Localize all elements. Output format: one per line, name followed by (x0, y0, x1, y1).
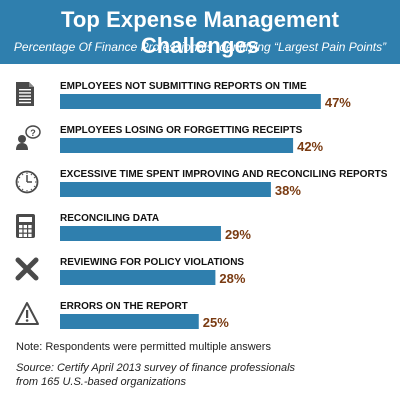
value-label: 25% (203, 315, 229, 330)
document-icon (16, 82, 34, 106)
source-note: Source: Certify April 2013 survey of fin… (16, 361, 376, 389)
value-label: 42% (297, 139, 323, 154)
header-banner: Top Expense Management Challenges Percen… (0, 0, 400, 64)
bar (60, 182, 271, 197)
category-label: REVIEWING FOR POLICY VIOLATIONS (60, 257, 244, 268)
category-label: ERRORS ON THE REPORT (60, 301, 188, 312)
calculator-icon (16, 214, 35, 238)
x-mark-icon (15, 257, 39, 281)
bar (60, 138, 294, 153)
person-question-icon: ? (16, 125, 41, 150)
category-label: EMPLOYEES NOT SUBMITTING REPORTS ON TIME (60, 81, 307, 92)
bar (60, 270, 216, 285)
source-line: Source: Certify April 2013 survey of fin… (16, 362, 296, 374)
bar-chart: EMPLOYEES NOT SUBMITTING REPORTS ON TIME… (15, 81, 388, 330)
bar (60, 94, 321, 109)
category-label: EXCESSIVE TIME SPENT IMPROVING AND RECON… (60, 169, 388, 180)
svg-text:?: ? (30, 128, 36, 138)
bar (60, 314, 199, 329)
chart-title: Top Expense Management Challenges (60, 7, 340, 58)
value-label: 29% (225, 227, 251, 242)
value-label: 47% (325, 95, 351, 110)
category-label: RECONCILING DATA (60, 213, 159, 224)
source-line: from 165 U.S.-based organizations (16, 376, 186, 388)
footnote: Note: Respondents were permitted multipl… (16, 341, 271, 353)
chart-subtitle: Percentage Of Finance Professionals Iden… (13, 40, 387, 54)
value-label: 38% (275, 183, 301, 198)
bar (60, 226, 221, 241)
category-label: EMPLOYEES LOSING OR FORGETTING RECEIPTS (60, 125, 303, 136)
value-label: 28% (219, 271, 245, 286)
warning-triangle-icon (15, 302, 39, 325)
clock-icon (15, 170, 39, 194)
